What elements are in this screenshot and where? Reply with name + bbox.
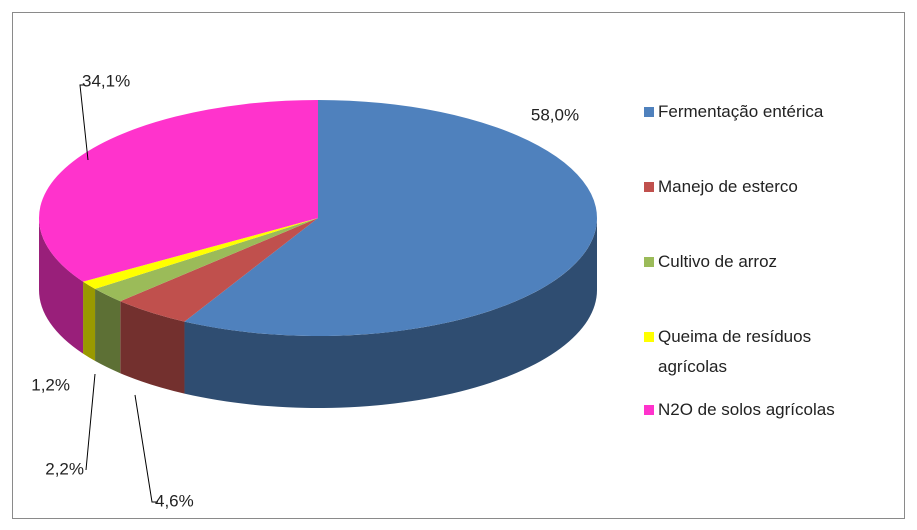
pie-slice-side bbox=[95, 288, 121, 374]
legend-item: N2O de solos agrícolas bbox=[644, 395, 873, 425]
pie-slice-side bbox=[39, 218, 84, 354]
legend-swatch bbox=[644, 107, 654, 117]
legend-swatch bbox=[644, 405, 654, 415]
legend-item: Manejo de esterco bbox=[644, 172, 873, 202]
data-label: 34,1% bbox=[82, 71, 130, 90]
pie-slice-side bbox=[184, 218, 598, 408]
legend-label: Queima de resíduos agrícolas bbox=[658, 327, 812, 376]
pie-slice bbox=[83, 218, 318, 289]
legend-label: Fermentação entérica bbox=[658, 102, 824, 121]
pie-slice-side bbox=[120, 301, 185, 394]
legend-label: Manejo de esterco bbox=[658, 177, 798, 196]
legend-item: Queima de resíduos agrícolas bbox=[644, 322, 873, 382]
pie-slice bbox=[184, 100, 597, 336]
legend-label: Cultivo de arroz bbox=[658, 252, 778, 271]
legend-swatch bbox=[644, 182, 654, 192]
pie-slice bbox=[95, 218, 318, 302]
legend-label: N2O de solos agrícolas bbox=[658, 400, 835, 419]
data-label: 2,2% bbox=[45, 459, 84, 478]
leader-line bbox=[79, 84, 89, 161]
legend-swatch bbox=[644, 332, 654, 342]
leader-line bbox=[85, 373, 96, 471]
pie-slice bbox=[120, 218, 318, 322]
data-label: 58,0% bbox=[531, 105, 579, 124]
pie-slice-side bbox=[83, 281, 96, 361]
data-label: 4,6% bbox=[155, 491, 194, 510]
legend-swatch bbox=[644, 257, 654, 267]
legend-item: Cultivo de arroz bbox=[644, 247, 873, 277]
legend-item: Fermentação entérica bbox=[644, 97, 873, 127]
pie-slice bbox=[39, 100, 318, 282]
leader-line bbox=[134, 394, 158, 503]
data-label: 1,2% bbox=[31, 375, 70, 394]
